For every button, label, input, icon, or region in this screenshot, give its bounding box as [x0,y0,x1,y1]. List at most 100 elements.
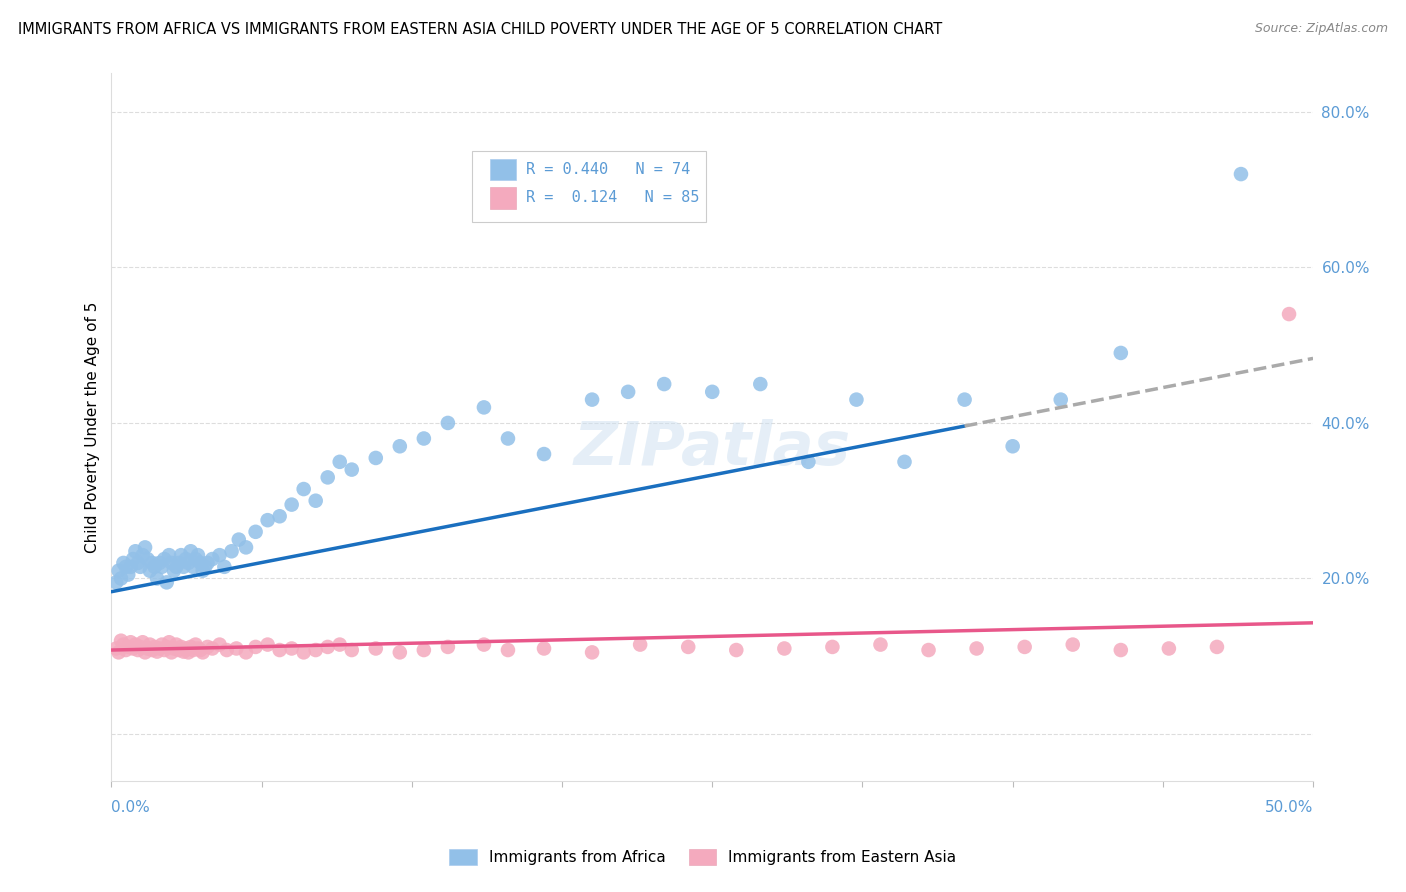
Point [153,552,176,566]
Point [165,638,187,652]
Point [150,638,173,652]
Text: R =  0.124   N = 85: R = 0.124 N = 85 [526,190,699,205]
Point [316,640,339,654]
Point [134,645,156,659]
Point [437,640,460,654]
Point [235,645,257,659]
Point [188,643,211,657]
Point [127,556,149,570]
Point [329,455,352,469]
Point [124,638,146,652]
Point [188,556,211,570]
Point [191,564,214,578]
Point [191,645,214,659]
Point [160,645,183,659]
Point [167,556,190,570]
Point [472,401,495,415]
Point [652,377,675,392]
Text: R = 0.440   N = 74: R = 0.440 N = 74 [526,161,690,177]
Point [112,556,135,570]
Point [364,641,387,656]
Point [1326,602,1348,616]
Point [122,552,145,566]
Point [112,638,135,652]
Point [496,432,519,446]
Point [139,638,162,652]
Point [136,641,159,656]
Point [1001,439,1024,453]
Bar [489,159,516,180]
Point [215,643,238,657]
Y-axis label: Child Poverty Under the Age of 5: Child Poverty Under the Age of 5 [86,301,100,552]
Point [181,643,204,657]
Point [821,640,844,654]
Point [143,640,166,654]
Point [143,559,166,574]
Point [156,640,179,654]
Point [129,559,152,574]
Point [170,640,193,654]
Point [197,556,219,570]
Point [122,641,145,656]
Point [256,513,278,527]
Point [388,645,411,659]
Legend: Immigrants from Africa, Immigrants from Eastern Asia: Immigrants from Africa, Immigrants from … [443,843,963,871]
Point [1049,392,1071,407]
Point [292,645,315,659]
Point [225,641,247,656]
Point [1278,307,1301,321]
Point [496,643,519,657]
Point [305,643,328,657]
Point [1109,346,1132,360]
Point [150,559,173,574]
Point [917,643,939,657]
Point [1157,641,1180,656]
Point [160,556,183,570]
FancyBboxPatch shape [472,151,706,221]
Point [581,392,603,407]
Point [201,641,224,656]
Point [214,559,236,574]
Point [893,455,915,469]
Point [156,575,179,590]
Point [412,643,434,657]
Point [131,635,153,649]
Point [235,541,257,555]
Point [388,439,411,453]
Point [114,559,136,574]
Point [180,640,202,654]
Point [110,572,132,586]
Point [170,548,193,562]
Point [148,641,170,656]
Point [105,641,128,656]
Text: ZIPatlas: ZIPatlas [574,418,851,477]
Point [141,643,163,657]
Point [280,498,302,512]
Point [180,544,202,558]
Point [245,640,267,654]
Point [124,544,146,558]
Point [269,643,291,657]
Point [201,552,224,566]
Point [146,572,169,586]
Point [533,641,555,656]
Point [581,645,603,659]
Point [139,564,162,578]
Point [221,544,243,558]
Point [120,635,142,649]
Point [269,509,291,524]
Point [966,641,988,656]
Point [1109,643,1132,657]
Point [167,643,190,657]
Point [163,641,186,656]
Point [340,643,363,657]
Point [869,638,891,652]
Point [1206,640,1229,654]
Point [157,635,180,649]
Text: 50.0%: 50.0% [1265,800,1313,815]
Point [953,392,976,407]
Bar [489,187,516,209]
Point [107,564,129,578]
Point [292,482,315,496]
Point [208,638,231,652]
